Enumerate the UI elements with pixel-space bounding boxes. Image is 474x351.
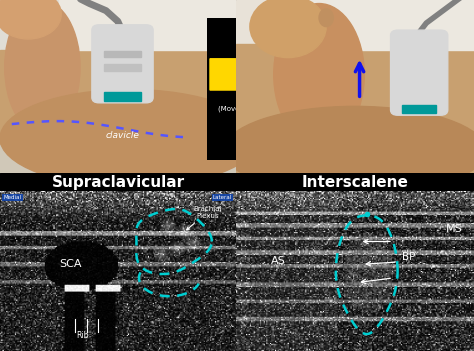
Bar <box>104 92 141 101</box>
Bar <box>0 145 236 177</box>
Bar <box>104 51 141 57</box>
Bar <box>236 44 474 177</box>
Bar <box>307 0 474 49</box>
FancyArrow shape <box>210 47 256 101</box>
FancyBboxPatch shape <box>391 30 448 115</box>
Text: Brachial
Plexus: Brachial Plexus <box>187 206 221 230</box>
Bar <box>59 0 236 49</box>
Ellipse shape <box>250 0 326 58</box>
Text: Rib: Rib <box>76 331 89 340</box>
Text: Interscalene: Interscalene <box>302 175 409 190</box>
FancyBboxPatch shape <box>92 25 153 103</box>
Ellipse shape <box>224 106 474 195</box>
Text: BP: BP <box>402 252 416 262</box>
Text: (Move Up): (Move Up) <box>218 106 254 112</box>
Ellipse shape <box>273 4 365 145</box>
Ellipse shape <box>0 90 259 187</box>
Text: SCA: SCA <box>59 259 82 269</box>
Text: AS: AS <box>271 256 286 266</box>
Text: MS: MS <box>446 224 462 234</box>
Ellipse shape <box>5 1 80 134</box>
Bar <box>0 49 236 177</box>
Bar <box>104 64 141 71</box>
Ellipse shape <box>0 0 61 39</box>
Text: Lateral: Lateral <box>213 195 232 200</box>
Bar <box>402 105 436 113</box>
Ellipse shape <box>319 9 333 27</box>
Text: clavicle: clavicle <box>106 131 139 140</box>
Text: Supraclavicular: Supraclavicular <box>52 175 185 190</box>
Text: Medial: Medial <box>3 195 21 200</box>
